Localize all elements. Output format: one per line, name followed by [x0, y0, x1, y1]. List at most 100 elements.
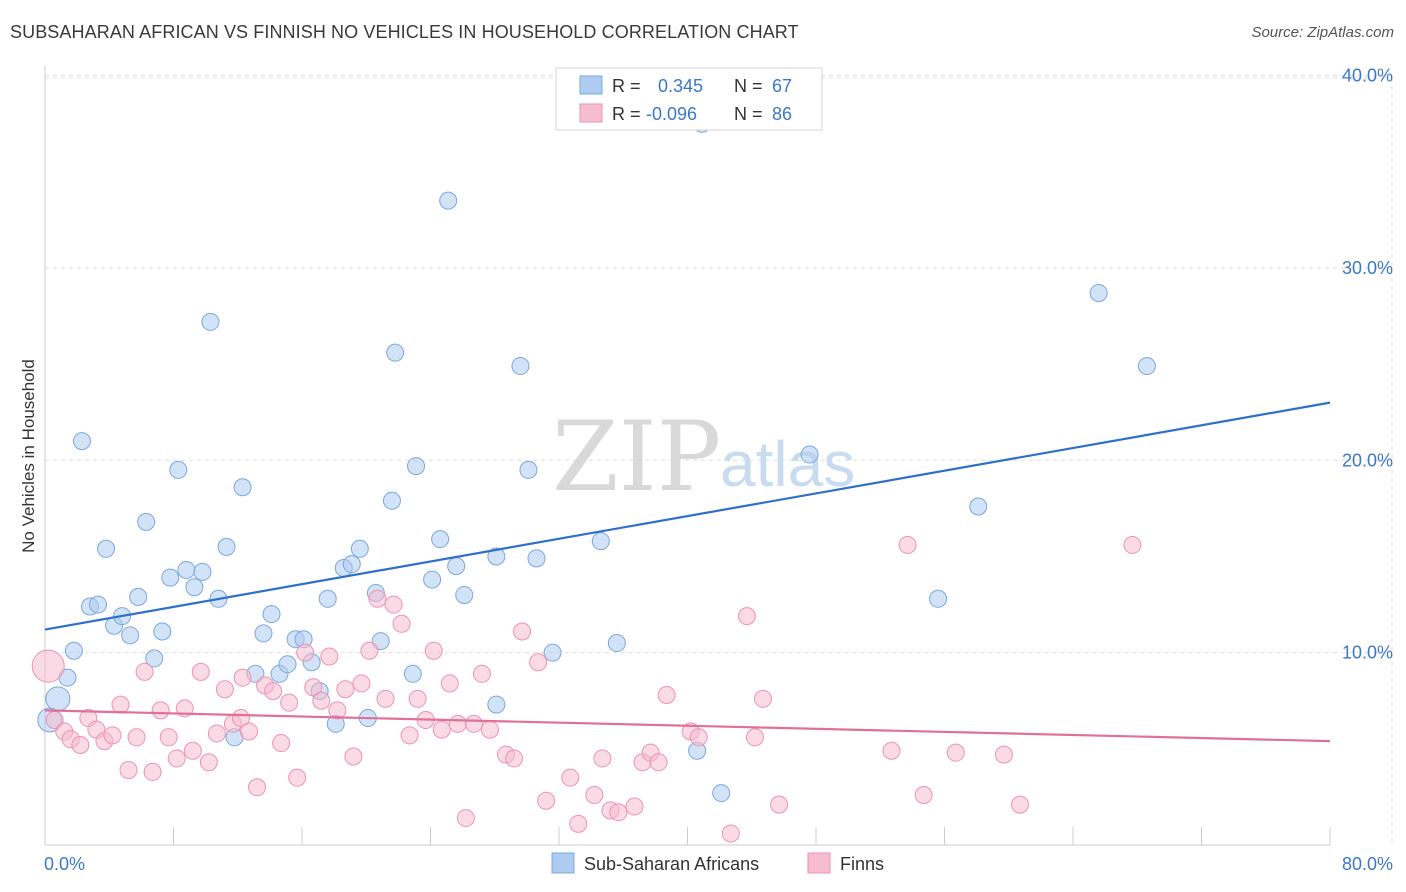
point-finns [569, 814, 588, 833]
point-finns [248, 778, 267, 797]
bottom-legend: Sub-Saharan Africans Finns [551, 852, 884, 874]
stats-legend-r-label: R = [612, 76, 641, 96]
source-label: Source: ZipAtlas.com [1251, 24, 1394, 41]
point-sub-saharan-africans [177, 560, 196, 579]
chart-title: SUBSAHARAN AFRICAN VS FINNISH NO VEHICLE… [10, 22, 799, 42]
point-finns [103, 726, 122, 745]
legend-swatch-finns [807, 852, 831, 874]
point-finns [111, 695, 130, 714]
point-sub-saharan-africans [97, 539, 116, 558]
point-finns [472, 664, 491, 683]
point-finns [183, 741, 202, 760]
point-finns [296, 643, 315, 662]
point-finns [384, 595, 403, 614]
point-finns [480, 720, 499, 739]
point-finns [609, 803, 628, 822]
point-sub-saharan-africans [169, 460, 188, 479]
point-finns [464, 714, 483, 733]
point-sub-saharan-africans [439, 191, 458, 210]
point-finns [233, 668, 252, 687]
legend-label-sub-saharan-africans: Sub-Saharan Africans [584, 854, 759, 874]
legend-swatch-sub-saharan-africans [551, 852, 575, 874]
point-finns [312, 691, 331, 710]
point-finns [649, 753, 668, 772]
stats-legend-r-label: R = [612, 104, 641, 124]
point-finns [914, 785, 933, 804]
point-finns [31, 649, 65, 683]
point-finns [898, 535, 917, 554]
point-finns [352, 674, 371, 693]
point-sub-saharan-africans [233, 478, 252, 497]
stats-legend: R = 0.345 N = 67 R = -0.096 N = 86 [555, 67, 823, 131]
trend-line-sub-saharan-africans [44, 401, 1331, 631]
stats-legend-n-value: 86 [772, 104, 792, 124]
point-sub-saharan-africans [527, 549, 546, 568]
point-finns [368, 589, 387, 608]
point-finns [320, 647, 339, 666]
point-sub-saharan-africans [45, 686, 71, 712]
stats-legend-r-value: 0.345 [658, 76, 703, 96]
point-finns [239, 722, 258, 741]
point-finns [424, 641, 443, 660]
watermark: ZIP atlas [552, 401, 855, 513]
point-finns [328, 701, 347, 720]
point-finns [440, 674, 459, 693]
point-finns [143, 762, 162, 781]
point-finns [745, 728, 764, 747]
point-sub-saharan-africans [487, 695, 506, 714]
point-finns [448, 714, 467, 733]
point-finns [456, 809, 475, 828]
point-finns [505, 749, 524, 768]
point-finns [737, 607, 756, 626]
x-tick-label: 0.0% [44, 854, 85, 874]
point-sub-saharan-africans [712, 784, 731, 803]
point-sub-saharan-africans [1089, 283, 1108, 302]
point-sub-saharan-africans [318, 589, 337, 608]
point-sub-saharan-africans [386, 343, 405, 362]
y-tick-label: 10.0% [1342, 643, 1393, 663]
point-sub-saharan-africans [447, 557, 466, 576]
point-sub-saharan-africans [969, 497, 988, 516]
point-finns [167, 749, 186, 768]
y-axis-title: No Vehicles in Household [19, 359, 38, 553]
watermark-atlas: atlas [720, 428, 855, 500]
point-sub-saharan-africans [161, 568, 180, 587]
y-tick-label: 40.0% [1342, 66, 1393, 86]
point-finns [288, 768, 307, 787]
point-finns [994, 745, 1013, 764]
point-finns [882, 741, 901, 760]
point-sub-saharan-africans [487, 547, 506, 566]
point-finns [280, 693, 299, 712]
points-layer [31, 114, 1156, 843]
point-sub-saharan-africans [137, 512, 156, 531]
point-sub-saharan-africans [121, 626, 140, 645]
point-sub-saharan-africans [929, 589, 948, 608]
point-finns [151, 701, 170, 720]
point-sub-saharan-africans [800, 445, 819, 464]
point-finns [304, 678, 323, 697]
point-finns [231, 709, 250, 728]
point-sub-saharan-africans [607, 634, 626, 653]
stats-legend-n-label: N = [734, 76, 763, 96]
point-sub-saharan-africans [519, 460, 538, 479]
point-sub-saharan-africans [129, 587, 148, 606]
point-finns [159, 728, 178, 747]
point-finns [1010, 795, 1029, 814]
point-sub-saharan-africans [185, 578, 204, 597]
point-sub-saharan-africans [591, 532, 610, 551]
point-finns [344, 747, 363, 766]
point-finns [625, 797, 644, 816]
point-sub-saharan-africans [153, 622, 172, 641]
point-finns [400, 726, 419, 745]
point-finns [770, 795, 789, 814]
point-finns [432, 720, 451, 739]
trend-line-finns [44, 709, 1331, 743]
point-finns [392, 614, 411, 633]
point-finns [689, 728, 708, 747]
point-finns [127, 728, 146, 747]
point-finns [264, 682, 283, 701]
point-sub-saharan-africans [403, 664, 422, 683]
point-finns [191, 662, 210, 681]
point-sub-saharan-africans [511, 357, 530, 376]
point-sub-saharan-africans [217, 537, 236, 556]
